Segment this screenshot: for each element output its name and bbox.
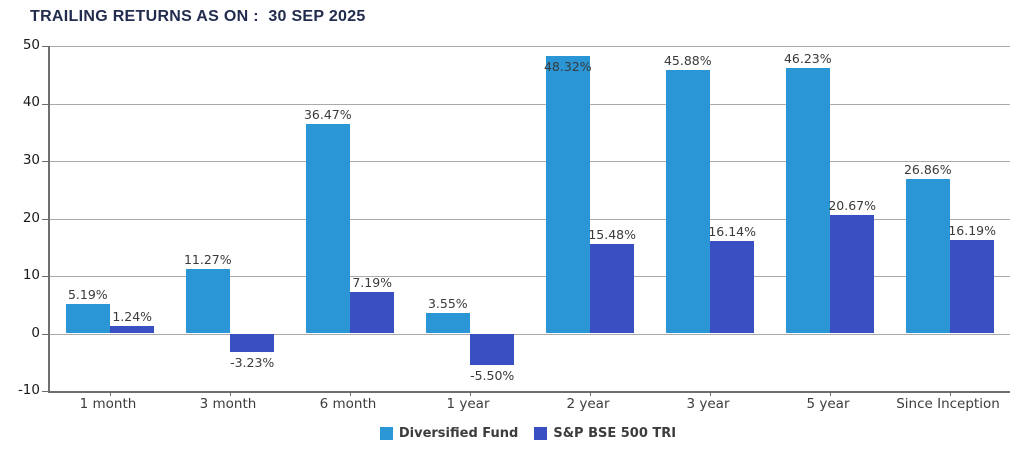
y-tick-mark-0 <box>42 333 48 335</box>
bar-value-label-s-p-bse-500-tri-2-year: 15.48% <box>588 227 637 243</box>
bar-diversified-fund-3-year <box>665 69 710 334</box>
bar-diversified-fund-1-year <box>425 313 470 334</box>
bar-value-label-diversified-fund-2-year: 48.32% <box>543 58 592 74</box>
gridline-y-0 <box>50 333 1010 335</box>
plot-area: 50 40 30 20 10 0 -10 5.19% 1.24% 11.27% -3.23% 36.4… <box>18 37 1010 398</box>
category-group-6-month: 36.47% 7.19% <box>290 46 410 391</box>
x-axis-label-1-month: 1 month <box>79 396 137 412</box>
x-tick-mark-6-month <box>350 391 351 396</box>
category-group-3-month: 11.27% -3.23% <box>170 46 290 391</box>
bar-diversified-fund-2-year <box>545 55 590 334</box>
x-tick-mark-5-year <box>830 391 831 396</box>
bar-value-label-diversified-fund-1-year: 3.55% <box>427 296 468 312</box>
category-group-3-year: 45.88% 16.14% <box>650 46 770 391</box>
x-tick-mark-2-year <box>590 391 591 396</box>
bar-s-p-bse-500-tri-6-month <box>350 292 395 334</box>
y-tick-label-40: 40 <box>22 94 40 111</box>
x-axis-labels: 1 month 3 month 6 month 1 year 2 year 3 year 5… <box>48 396 1008 412</box>
legend-item-diversified-fund: Diversified Fund <box>379 426 519 441</box>
gridline-y-30 <box>50 161 1010 162</box>
bar-value-label-diversified-fund-3-month: 11.27% <box>183 251 232 267</box>
bar-value-label-diversified-fund-6-month: 36.47% <box>303 106 352 122</box>
legend-label-s-p-bse-500-tri: S&P BSE 500 TRI <box>553 426 677 441</box>
x-tick-mark-since-inception <box>950 391 951 396</box>
bar-s-p-bse-500-tri-1-year <box>470 333 515 366</box>
x-tick-mark-1-month <box>110 391 111 396</box>
y-tick-label-20: 20 <box>22 209 40 226</box>
bar-s-p-bse-500-tri-since-inception <box>950 240 995 334</box>
bar-s-p-bse-500-tri-1-month <box>110 326 155 334</box>
bar-value-label-diversified-fund-3-year: 45.88% <box>663 52 712 68</box>
bar-value-label-s-p-bse-500-tri-3-month: -3.23% <box>230 355 275 371</box>
category-group-since-inception: 26.86% 16.19% <box>890 46 1010 391</box>
x-axis-label-2-year: 2 year <box>566 396 610 412</box>
y-tick-mark-20 <box>42 218 48 220</box>
bar-value-label-s-p-bse-500-tri-1-month: 1.24% <box>112 309 153 325</box>
category-group-2-year: 48.32% 15.48% <box>530 46 650 391</box>
category-group-1-month: 5.19% 1.24% <box>50 46 170 391</box>
x-axis-label-6-month: 6 month <box>319 396 377 412</box>
bar-diversified-fund-6-month <box>305 123 350 334</box>
gridline-y-10 <box>50 276 1010 277</box>
y-tick-label-50: 50 <box>22 37 40 53</box>
legend: Diversified Fund S&P BSE 500 TRI <box>48 426 1008 441</box>
category-group-1-year: 3.55% -5.50% <box>410 46 530 391</box>
bar-s-p-bse-500-tri-5-year <box>830 214 875 334</box>
y-tick-mark-30 <box>42 161 48 162</box>
gridline-y-50 <box>50 46 1010 47</box>
legend-label-diversified-fund: Diversified Fund <box>398 426 519 441</box>
bar-diversified-fund-5-year <box>785 67 830 334</box>
bar-diversified-fund-3-month <box>185 268 230 334</box>
bar-value-label-s-p-bse-500-tri-5-year: 20.67% <box>828 197 877 213</box>
chart-title: TRAILING RETURNS AS ON : 30 SEP 2025 <box>30 8 366 25</box>
y-tick-label-0: 0 <box>31 324 40 341</box>
y-tick-mark-50 <box>42 46 48 47</box>
x-axis-label-5-year: 5 year <box>806 396 850 412</box>
bar-diversified-fund-since-inception <box>905 179 950 334</box>
y-tick-label-30: 30 <box>22 151 40 168</box>
gridline-y-20 <box>50 218 1010 220</box>
gridline-y-40 <box>50 103 1010 105</box>
y-tick-label--10: -10 <box>17 382 40 398</box>
bar-s-p-bse-500-tri-3-month <box>230 333 275 353</box>
category-group-5-year: 46.23% 20.67% <box>770 46 890 391</box>
x-axis-label-1-year: 1 year <box>446 396 490 412</box>
bar-value-label-diversified-fund-5-year: 46.23% <box>783 50 832 66</box>
bar-value-label-s-p-bse-500-tri-since-inception: 16.19% <box>948 223 997 239</box>
bar-value-label-s-p-bse-500-tri-3-year: 16.14% <box>708 223 757 239</box>
x-axis-label-3-month: 3 month <box>199 396 257 412</box>
bar-value-label-s-p-bse-500-tri-6-month: 7.19% <box>352 275 393 291</box>
x-tick-mark-1-year <box>470 391 471 396</box>
bar-value-label-s-p-bse-500-tri-1-year: -5.50% <box>470 368 515 384</box>
bar-value-label-diversified-fund-1-month: 5.19% <box>67 286 108 302</box>
x-tick-mark-3-month <box>230 391 231 396</box>
bar-s-p-bse-500-tri-2-year <box>590 244 635 334</box>
bar-s-p-bse-500-tri-3-year <box>710 240 755 334</box>
bar-value-label-diversified-fund-since-inception: 26.86% <box>903 162 952 178</box>
x-axis-label-since-inception: Since Inception <box>896 396 1000 412</box>
y-tick-mark--10 <box>42 391 48 392</box>
legend-item-s-p-bse-500-tri: S&P BSE 500 TRI <box>534 426 676 441</box>
x-axis-label-3-year: 3 year <box>686 396 730 412</box>
legend-swatch-diversified-fund <box>379 427 393 440</box>
bar-diversified-fund-1-month <box>65 303 110 334</box>
y-tick-label-10: 10 <box>22 266 40 283</box>
legend-swatch-s-p-bse-500-tri <box>534 427 548 440</box>
x-tick-mark-3-year <box>710 391 711 396</box>
y-tick-mark-10 <box>42 276 48 277</box>
y-tick-mark-40 <box>42 103 48 105</box>
